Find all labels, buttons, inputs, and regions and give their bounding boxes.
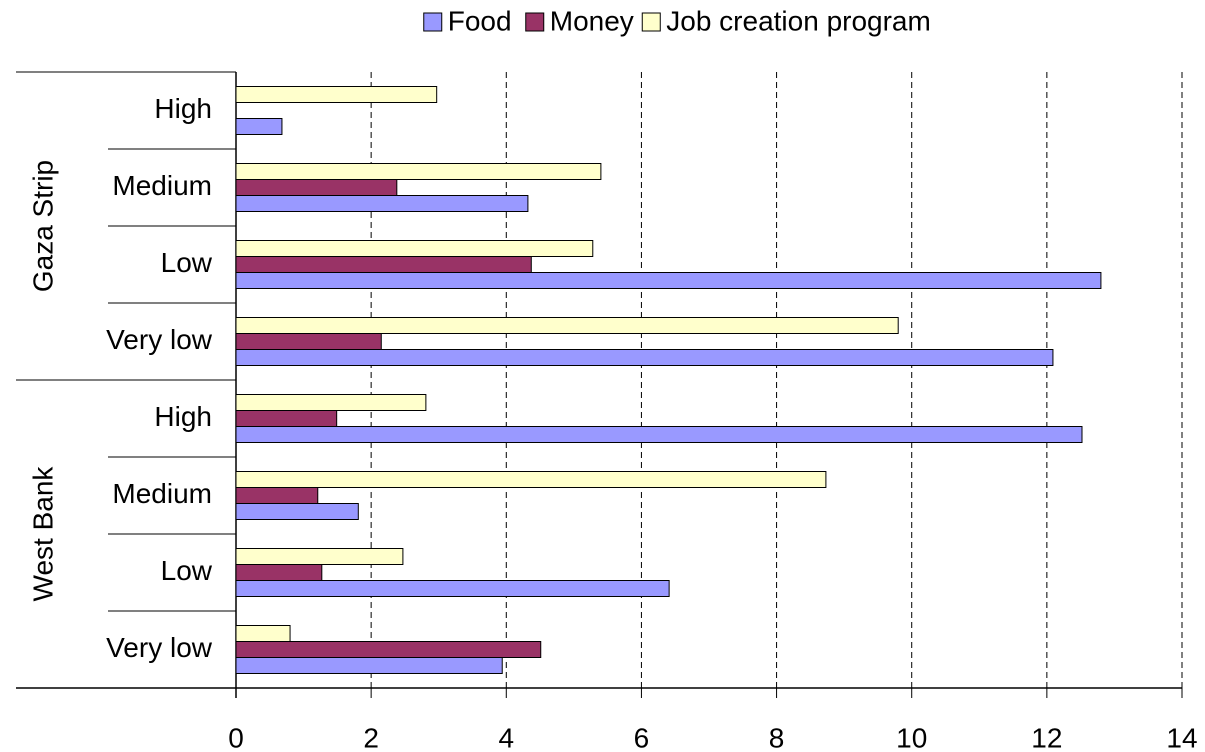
x-tick-label: 10 [896, 722, 927, 752]
bar [235, 349, 1054, 366]
bar [235, 256, 532, 273]
bar [235, 503, 359, 520]
bar [235, 426, 1083, 443]
bar [235, 317, 899, 334]
group-label: Gaza Strip [27, 160, 58, 292]
legend-swatch [641, 12, 661, 32]
bar [235, 86, 438, 103]
y-tick-label: Very low [106, 632, 213, 663]
x-tick-label: 0 [228, 722, 244, 752]
bar [235, 487, 319, 504]
bar [235, 272, 1102, 289]
x-tick-label: 8 [769, 722, 785, 752]
legend-label: Job creation program [666, 5, 931, 36]
bar [235, 179, 398, 196]
y-tick-label: Medium [112, 478, 212, 509]
x-tick-label: 6 [634, 722, 650, 752]
bar [235, 394, 427, 411]
bar [235, 580, 670, 597]
legend-label: Food [448, 5, 512, 36]
bar [235, 118, 283, 135]
bar [235, 564, 323, 581]
group-label: West Bank [27, 466, 58, 602]
bar [235, 195, 529, 212]
bar [235, 163, 602, 180]
y-tick-label: Medium [112, 170, 212, 201]
bar [235, 657, 503, 674]
legend-swatch [423, 12, 443, 32]
bar [235, 641, 542, 658]
bar [235, 471, 827, 488]
bar [235, 410, 338, 427]
y-tick-label: Low [161, 555, 213, 586]
x-tick-label: 12 [1031, 722, 1062, 752]
bar [235, 625, 291, 642]
x-tick-label: 14 [1166, 722, 1197, 752]
y-tick-label: High [154, 93, 212, 124]
bar [235, 333, 382, 350]
x-tick-label: 4 [498, 722, 514, 752]
legend-swatch [525, 12, 545, 32]
x-tick-label: 2 [363, 722, 379, 752]
y-tick-label: Very low [106, 324, 213, 355]
y-tick-label: Low [161, 247, 213, 278]
legend-label: Money [550, 5, 634, 36]
bar [235, 240, 594, 257]
bar [235, 548, 404, 565]
y-tick-label: High [154, 401, 212, 432]
